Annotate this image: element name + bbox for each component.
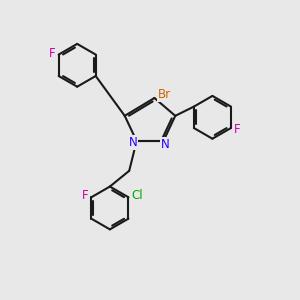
Text: F: F xyxy=(82,189,88,202)
Text: F: F xyxy=(49,46,56,60)
Text: Cl: Cl xyxy=(131,189,142,202)
Text: N: N xyxy=(129,136,137,149)
Text: Br: Br xyxy=(158,88,171,101)
Text: F: F xyxy=(234,123,241,136)
Text: N: N xyxy=(160,138,169,151)
